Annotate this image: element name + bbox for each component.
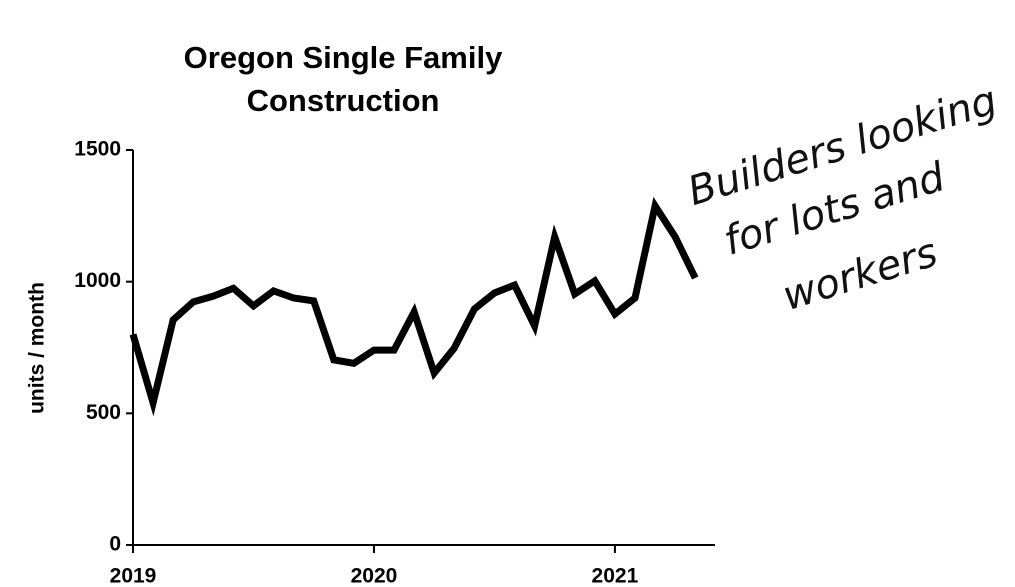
y-tick-label: 1500 [74, 138, 121, 161]
x-tick-label: 2021 [592, 565, 639, 587]
chart-title: Oregon Single Family [184, 40, 503, 75]
y-tick-label: 500 [86, 401, 121, 424]
y-tick-label: 1000 [74, 269, 121, 292]
line [129, 196, 699, 417]
annotation: Builders looking for lots and workers [683, 78, 1003, 320]
chart-title: Construction [247, 83, 440, 118]
y-axis-label: units / month [26, 282, 49, 414]
x-tick-label: 2019 [110, 565, 157, 587]
y-tick-label: 0 [109, 533, 121, 556]
x-tick-label: 2020 [351, 565, 398, 587]
